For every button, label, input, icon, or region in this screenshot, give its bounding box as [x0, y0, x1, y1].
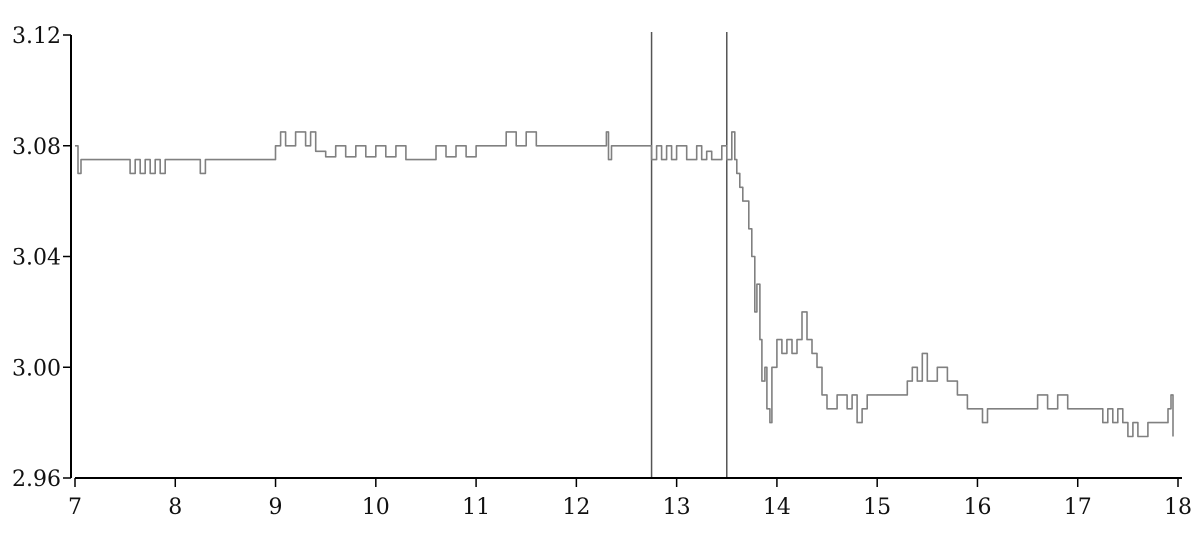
x-tick-label: 7 — [68, 495, 82, 520]
x-axis-ticks: 7 8 9 10 11 12 13 14 15 16 17 18 — [68, 478, 1192, 520]
x-tick-label: 11 — [462, 495, 490, 520]
y-axis-ticks: 2.96 3.00 3.04 3.08 3.12 — [12, 24, 71, 492]
series-line — [75, 131, 1174, 438]
x-tick-label: 9 — [269, 495, 283, 520]
x-tick-label: 10 — [362, 495, 390, 520]
x-tick-label: 15 — [863, 495, 891, 520]
vertical-markers — [650, 32, 728, 478]
x-tick-label: 13 — [663, 495, 691, 520]
y-tick-label: 2.96 — [12, 467, 61, 492]
y-tick-label: 3.08 — [12, 135, 61, 160]
y-tick-label: 3.04 — [12, 246, 61, 271]
y-tick-label: 3.12 — [12, 24, 61, 49]
x-tick-label: 17 — [1064, 495, 1092, 520]
x-tick-label: 14 — [763, 495, 791, 520]
y-tick-label: 3.00 — [12, 356, 61, 381]
x-tick-label: 12 — [562, 495, 590, 520]
x-tick-label: 18 — [1164, 495, 1192, 520]
x-tick-label: 16 — [963, 495, 991, 520]
x-tick-label: 8 — [168, 495, 182, 520]
